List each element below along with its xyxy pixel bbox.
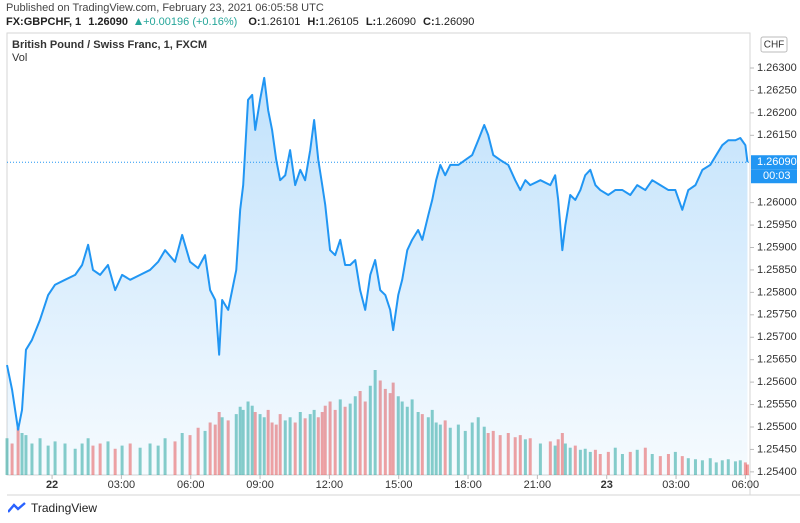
y-tick-label: 1.25650 [757, 354, 797, 366]
up-arrow [135, 18, 143, 25]
y-tick-label: 1.25450 [757, 443, 797, 455]
y-tick-label: 1.25900 [757, 241, 797, 253]
ohlc-label: O: [248, 16, 261, 28]
x-tick-label: 21:00 [524, 479, 552, 491]
y-tick-label: 1.25700 [757, 331, 797, 343]
currency-label: CHF [764, 40, 785, 51]
x-tick-label: 09:00 [246, 479, 274, 491]
y-tick-label: 1.26000 [757, 197, 797, 209]
x-tick-label: 18:00 [454, 479, 482, 491]
change-value: +0.00196 (+0.16%) [143, 16, 238, 28]
y-tick-label: 1.25600 [757, 376, 797, 388]
y-tick-label: 1.25850 [757, 264, 797, 276]
last-price-label: 1.26090 [757, 156, 797, 168]
x-tick-label: 22 [46, 479, 58, 491]
y-tick-label: 1.25750 [757, 309, 797, 321]
countdown-box [751, 169, 797, 184]
y-tick-label: 1.25800 [757, 286, 797, 298]
ohlc-value: 1.26090 [434, 16, 475, 28]
ohlc-value: 1.26101 [260, 16, 301, 28]
footer: TradingView [8, 500, 97, 516]
x-tick-label: 03:00 [662, 479, 690, 491]
y-tick-label: 1.25950 [757, 219, 797, 231]
price: 1.26090 [88, 16, 129, 28]
x-tick-label: 15:00 [385, 479, 413, 491]
symbol: FX:GBPCHF, 1 [6, 16, 82, 28]
x-tick-label: 12:00 [316, 479, 344, 491]
chart-title: British Pound / Swiss Franc, 1, FXCM [12, 39, 207, 51]
x-tick-label: 03:00 [108, 479, 136, 491]
change: +0.00196 (+0.16%) [135, 16, 241, 28]
ohlc-label: L: [365, 16, 377, 28]
price-line [6, 76, 749, 431]
ohlc-label: H: [307, 16, 319, 28]
volume-label: Vol [12, 52, 27, 64]
y-tick-label: 1.25400 [757, 466, 797, 478]
y-tick-label: 1.26300 [757, 62, 797, 74]
logo [8, 502, 26, 513]
y-tick-label: 1.26150 [757, 129, 797, 141]
x-tick-label: 06:00 [177, 479, 205, 491]
published-line: Published on TradingView.com, February 2… [6, 2, 324, 14]
y-tick-label: 1.25500 [757, 421, 797, 433]
y-tick-label: 1.26200 [757, 107, 797, 119]
y-tick-label: 1.26250 [757, 84, 797, 96]
last-price-box [751, 155, 797, 170]
x-tick-label: 06:00 [732, 479, 760, 491]
countdown-label: 00:03 [763, 170, 791, 182]
ohlc-label: C: [423, 16, 435, 28]
x-tick-label: 23 [601, 479, 613, 491]
ticker-line: FX:GBPCHF, 1 1.26090 +0.00196 (+0.16%) O… [6, 16, 478, 28]
y-tick-label: 1.25550 [757, 398, 797, 410]
brand: TradingView [31, 501, 98, 515]
currency-box [760, 36, 788, 53]
ohlc-value: 1.26090 [376, 16, 416, 28]
price-layer [6, 76, 750, 476]
ohlc-value: 1.26105 [319, 16, 359, 28]
